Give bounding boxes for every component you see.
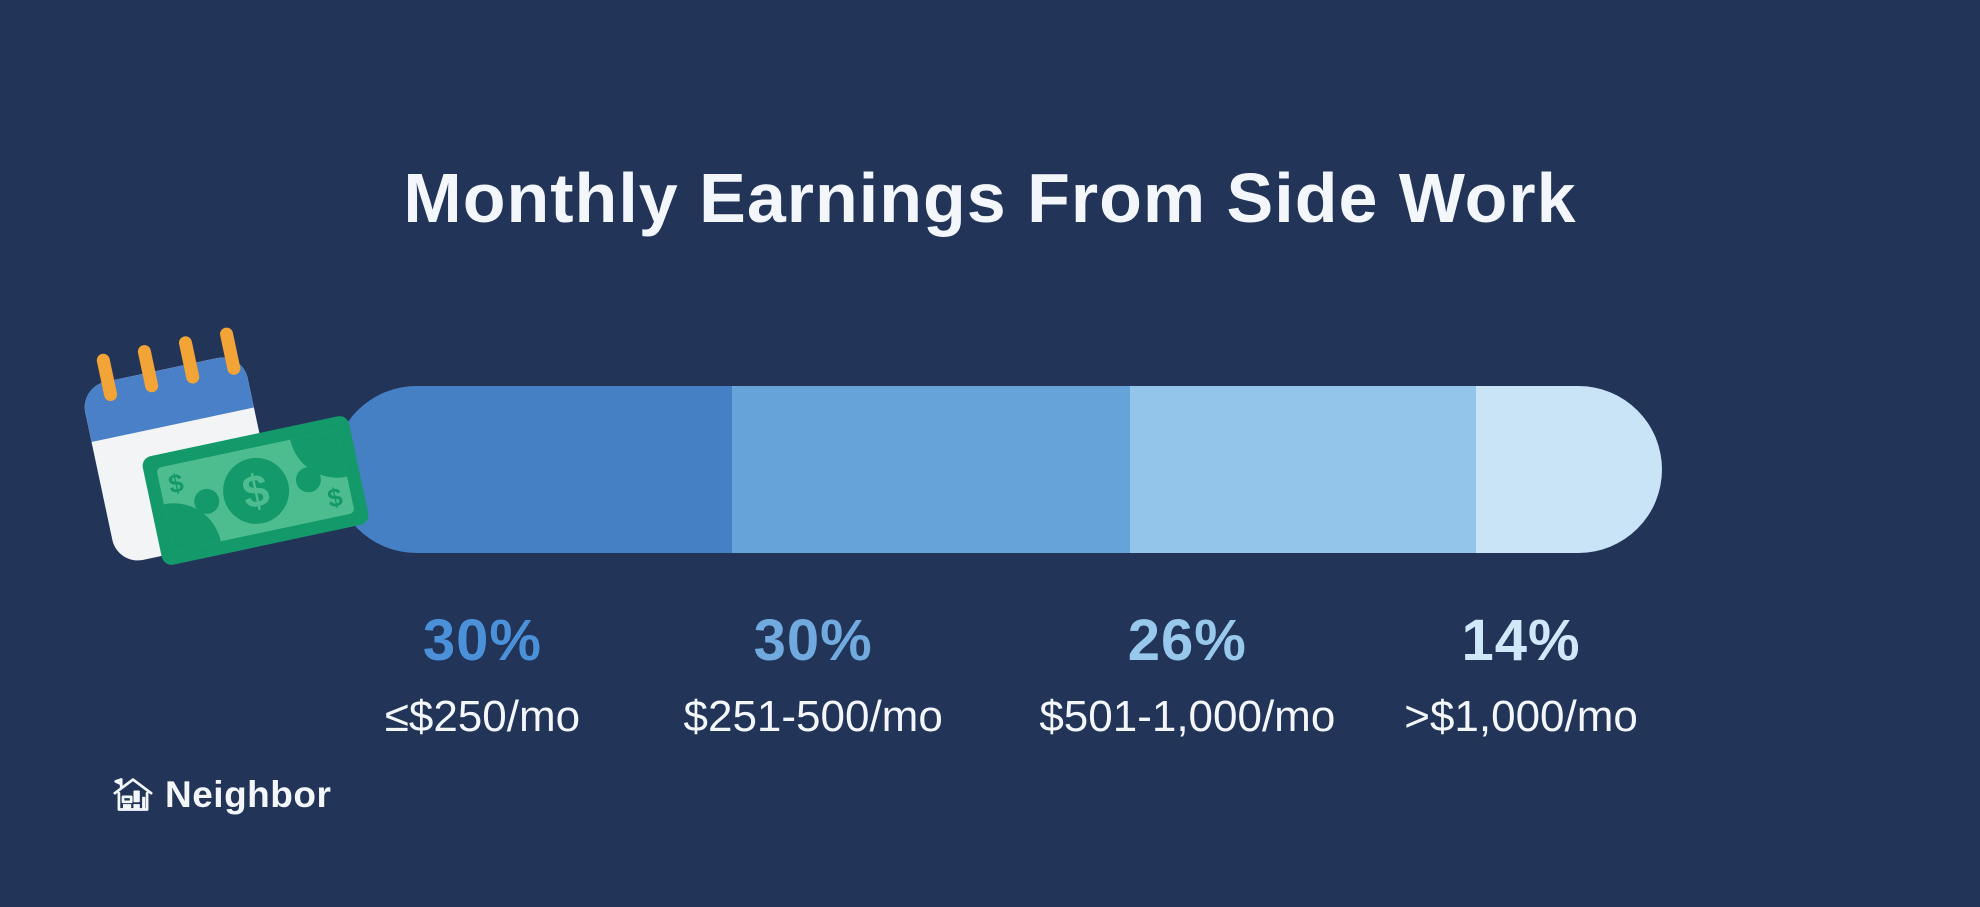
stacked-bar — [333, 386, 1662, 553]
chart-title: Monthly Earnings From Side Work — [403, 159, 1577, 237]
category-label: $251-500/mo — [683, 692, 943, 741]
percent-value: 30% — [753, 608, 873, 673]
bar-segment-251-500 — [731, 386, 1131, 553]
percent-value: 26% — [1127, 608, 1247, 673]
bar-segment-501-1000 — [1130, 386, 1476, 553]
house-icon — [113, 778, 153, 811]
dollar-sign-icon: $ — [216, 451, 295, 530]
segment-label-over-1000: 14% >$1,000/mo — [1380, 612, 1662, 742]
category-label: >$1,000/mo — [1404, 692, 1638, 741]
dollar-sign-icon: $ — [324, 481, 346, 514]
percent-value: 30% — [422, 608, 542, 673]
segment-label-501-1000: 26% $501-1,000/mo — [995, 612, 1381, 742]
category-label: ≤$250/mo — [384, 692, 581, 741]
bar-labels-row: 30% ≤$250/mo 30% $251-500/mo 26% $501-1,… — [333, 612, 1662, 742]
bar-segment-under-250 — [333, 386, 732, 553]
dollar-bill-face: $ $ $ — [156, 429, 355, 552]
category-label: $501-1,000/mo — [1039, 692, 1336, 741]
bar-segment-over-1000 — [1475, 386, 1662, 553]
dollar-sign-icon: $ — [165, 467, 187, 500]
segment-label-251-500: 30% $251-500/mo — [632, 612, 995, 742]
neighbor-logo: Neighbor — [112, 774, 331, 816]
segment-label-under-250: 30% ≤$250/mo — [333, 612, 632, 742]
percent-value: 14% — [1461, 608, 1581, 673]
neighbor-logo-text: Neighbor — [165, 774, 332, 815]
